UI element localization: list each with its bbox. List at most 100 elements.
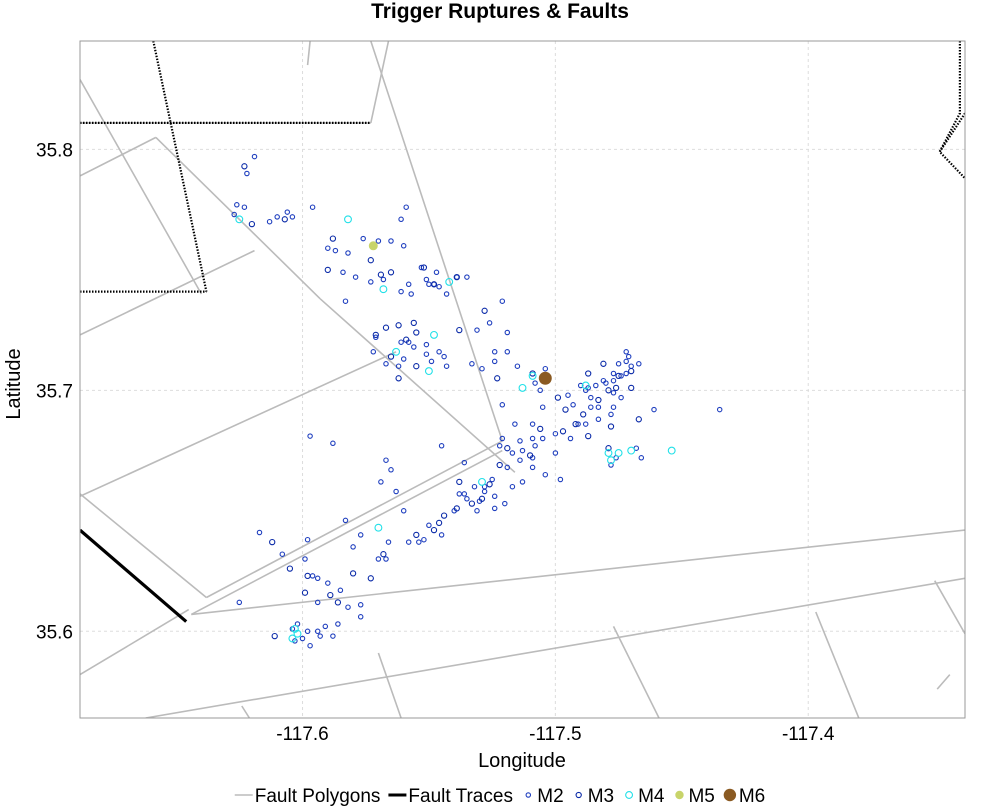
m2-point	[309, 204, 316, 210]
m3-point	[496, 461, 503, 469]
m2-point	[512, 421, 518, 427]
plot-frame	[79, 40, 966, 719]
m3-point	[562, 406, 569, 413]
m2-point	[302, 556, 308, 562]
m2-point	[716, 406, 723, 413]
m2-point	[504, 464, 511, 471]
m2-point	[509, 483, 516, 490]
m4-point	[518, 383, 527, 392]
m2-point	[418, 264, 425, 271]
m2-point	[426, 522, 432, 529]
m3-point	[481, 307, 488, 314]
m2-point	[352, 274, 359, 280]
m2-point	[398, 216, 404, 223]
m3-point	[572, 420, 579, 428]
m2-point	[491, 493, 498, 500]
m2-point	[330, 633, 336, 639]
m2-point	[433, 269, 440, 276]
m2-point	[337, 587, 344, 594]
x-tick-label: -117.4	[782, 724, 835, 745]
m3-point	[413, 531, 420, 539]
fault-polygon-edge	[80, 351, 397, 498]
m2-point	[416, 539, 422, 545]
m2-point	[307, 433, 313, 439]
m3-point	[453, 505, 460, 512]
m2-point	[610, 390, 617, 396]
m4-point	[581, 381, 590, 390]
fault-polygons	[80, 41, 965, 718]
fault-polygon-edge	[80, 608, 190, 676]
m4-point	[627, 446, 636, 455]
m2-point	[529, 421, 536, 427]
m2-point	[292, 638, 298, 644]
m2-point	[317, 633, 323, 639]
m3-point	[334, 599, 342, 606]
m2-point	[304, 628, 311, 635]
m2-point	[436, 349, 442, 355]
m2-point	[421, 536, 427, 543]
m2-point	[464, 496, 470, 502]
m2-point	[628, 363, 634, 369]
m2-point	[623, 358, 629, 365]
m4-point	[667, 446, 676, 455]
m2-point	[335, 621, 341, 627]
m2-point	[567, 435, 574, 442]
legend-swatch-m3	[575, 791, 582, 799]
m2-point	[398, 288, 404, 295]
m2-point	[405, 281, 412, 288]
m2-point	[496, 443, 503, 449]
m3-point	[377, 271, 385, 278]
chart-title: Trigger Ruptures & Faults	[371, 0, 629, 23]
m3-point	[635, 416, 642, 423]
m2-point	[479, 365, 485, 372]
m3-point	[468, 500, 476, 507]
m3-point	[628, 384, 635, 392]
fault-trace	[938, 112, 965, 153]
m2-point	[325, 245, 331, 251]
m2-point	[471, 483, 478, 490]
m2-point	[279, 551, 286, 557]
m2-point	[509, 450, 516, 456]
m2-point	[251, 153, 258, 160]
m2-point	[519, 447, 526, 454]
m2-point	[438, 443, 445, 449]
fault-polygon-edge	[190, 449, 503, 616]
m4-point	[392, 347, 401, 356]
m2-point	[400, 243, 407, 249]
legend-label-m2: M2	[537, 786, 563, 807]
m3-point	[413, 363, 420, 370]
m2-point	[486, 320, 493, 326]
m2-point	[426, 281, 432, 288]
m3-point	[327, 591, 334, 599]
m3-point	[410, 319, 417, 327]
m2-point	[370, 349, 377, 355]
m2-point	[504, 349, 511, 355]
m4-point	[445, 277, 454, 286]
m4-point	[528, 371, 537, 380]
m2-point	[322, 623, 329, 630]
m2-point	[405, 539, 412, 545]
m2-point	[411, 344, 417, 350]
m2-point	[636, 361, 642, 367]
m3-point	[241, 163, 248, 170]
m2-point	[557, 476, 564, 483]
m2-point	[388, 467, 394, 473]
m6-point	[538, 371, 552, 385]
m2-point	[532, 380, 538, 386]
m3-point	[387, 353, 395, 360]
m3-point	[612, 384, 620, 392]
m3-point	[329, 235, 337, 242]
fault-polygon-edge	[206, 440, 503, 599]
m3-point	[372, 331, 379, 339]
y-tick-label: 35.6	[36, 622, 73, 643]
m3-point	[435, 519, 443, 527]
m2-point	[595, 404, 602, 410]
m2-point	[380, 276, 387, 283]
m2-point	[618, 394, 624, 401]
fault-polygon-edge	[306, 41, 311, 66]
m2-point	[304, 536, 311, 543]
m2-point	[256, 529, 263, 536]
y-tick-label: 35.7	[36, 381, 73, 402]
m2-point	[623, 349, 629, 355]
m2-point	[443, 291, 450, 297]
